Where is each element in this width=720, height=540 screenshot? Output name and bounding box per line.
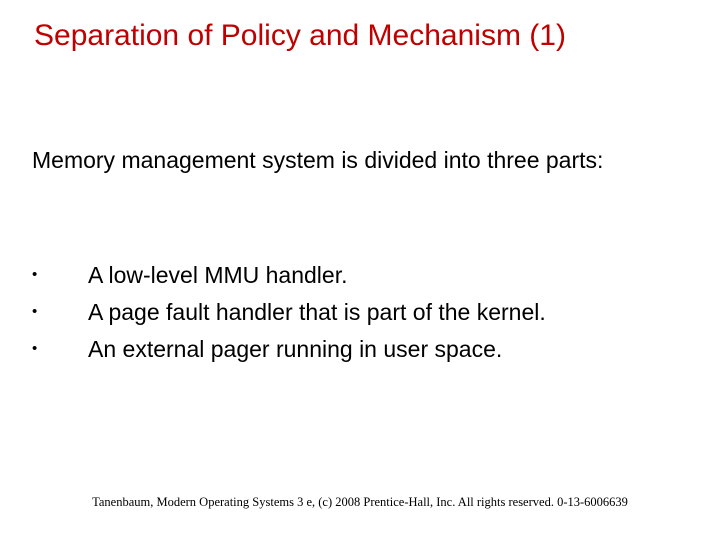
footer-citation: Tanenbaum, Modern Operating Systems 3 e,…: [0, 495, 720, 510]
bullet-list: • A low-level MMU handler. • A page faul…: [32, 260, 680, 371]
slide-title: Separation of Policy and Mechanism (1): [34, 18, 700, 54]
bullet-text: A page fault handler that is part of the…: [88, 297, 546, 328]
slide: Separation of Policy and Mechanism (1) M…: [0, 0, 720, 540]
bullet-marker-icon: •: [32, 260, 88, 290]
list-item: • A page fault handler that is part of t…: [32, 297, 680, 328]
bullet-text: A low-level MMU handler.: [88, 260, 348, 291]
bullet-marker-icon: •: [32, 297, 88, 327]
list-item: • A low-level MMU handler.: [32, 260, 680, 291]
bullet-marker-icon: •: [32, 334, 88, 364]
list-item: • An external pager running in user spac…: [32, 334, 680, 365]
bullet-text: An external pager running in user space.: [88, 334, 502, 365]
intro-text: Memory management system is divided into…: [32, 145, 680, 176]
